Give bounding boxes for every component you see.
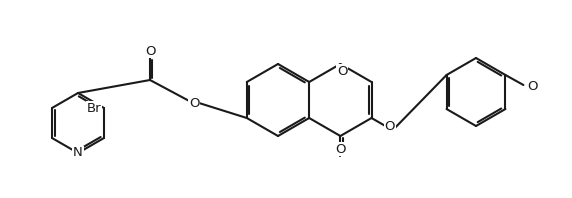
Text: O: O (145, 45, 155, 57)
Text: O: O (384, 121, 395, 133)
Text: N: N (73, 147, 83, 160)
Text: O: O (527, 80, 538, 92)
Text: Br: Br (86, 102, 101, 114)
Text: O: O (189, 96, 199, 109)
Text: O: O (335, 143, 345, 155)
Text: O: O (337, 65, 348, 77)
